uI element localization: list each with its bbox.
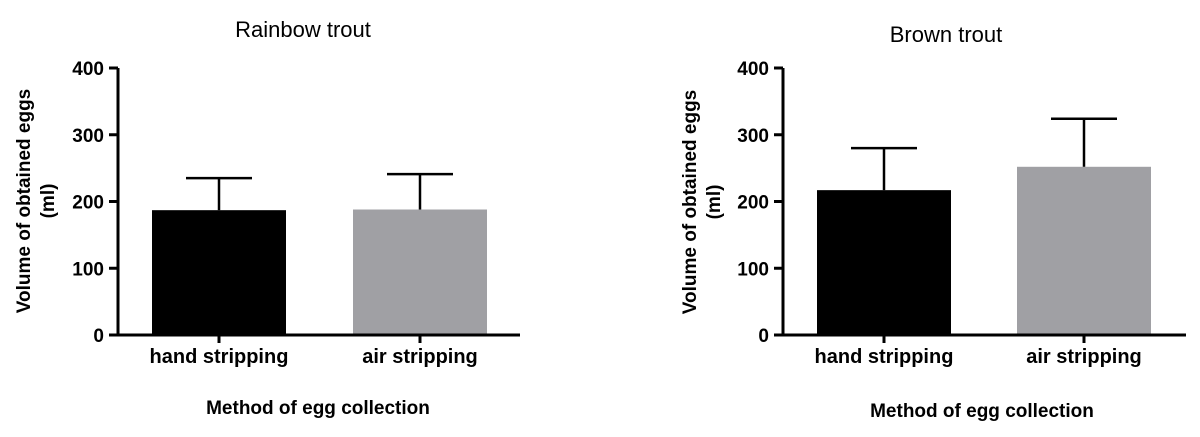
y-tick-label: 300: [737, 126, 769, 147]
y-tick-label: 300: [72, 126, 104, 147]
chart-title: Rainbow trout: [235, 17, 371, 42]
x-tick-label: hand stripping: [815, 346, 954, 368]
y-axis-label-line1: Volume of obtained eggs: [14, 89, 35, 314]
plot-area: hand stripping air stripping 0 100 200 300 400: [72, 59, 520, 368]
bar: [353, 209, 487, 335]
y-tick-label: 200: [737, 193, 769, 214]
y-tick-label: 400: [737, 59, 769, 80]
brown-trout-panel: Brown trout Volume of obtained eggs (ml)…: [680, 22, 1186, 422]
x-tick-label: air stripping: [362, 346, 478, 368]
x-axis-label: Method of egg collection: [870, 401, 1094, 422]
bar: [152, 210, 286, 335]
rainbow-trout-panel: Rainbow trout Volume of obtained eggs (m…: [14, 17, 520, 419]
y-tick-label: 400: [72, 59, 104, 80]
x-axis-label: Method of egg collection: [206, 398, 430, 419]
y-axis-label-line2: (ml): [38, 184, 59, 219]
y-axis-label-line1: Volume of obtained eggs: [680, 90, 701, 315]
y-tick-label: 0: [93, 326, 104, 347]
bar: [817, 190, 951, 335]
x-tick-label: hand stripping: [150, 346, 289, 368]
y-tick-label: 100: [72, 259, 104, 280]
plot-area: hand stripping air stripping 0 100 200 300 400: [737, 59, 1186, 368]
y-tick-label: 100: [737, 259, 769, 280]
y-tick-label: 200: [72, 193, 104, 214]
chart-title: Brown trout: [890, 22, 1003, 47]
y-tick-label: 0: [758, 326, 769, 347]
bar: [1017, 166, 1151, 335]
x-tick-label: air stripping: [1026, 346, 1142, 368]
y-axis-label-line2: (ml): [704, 185, 725, 220]
